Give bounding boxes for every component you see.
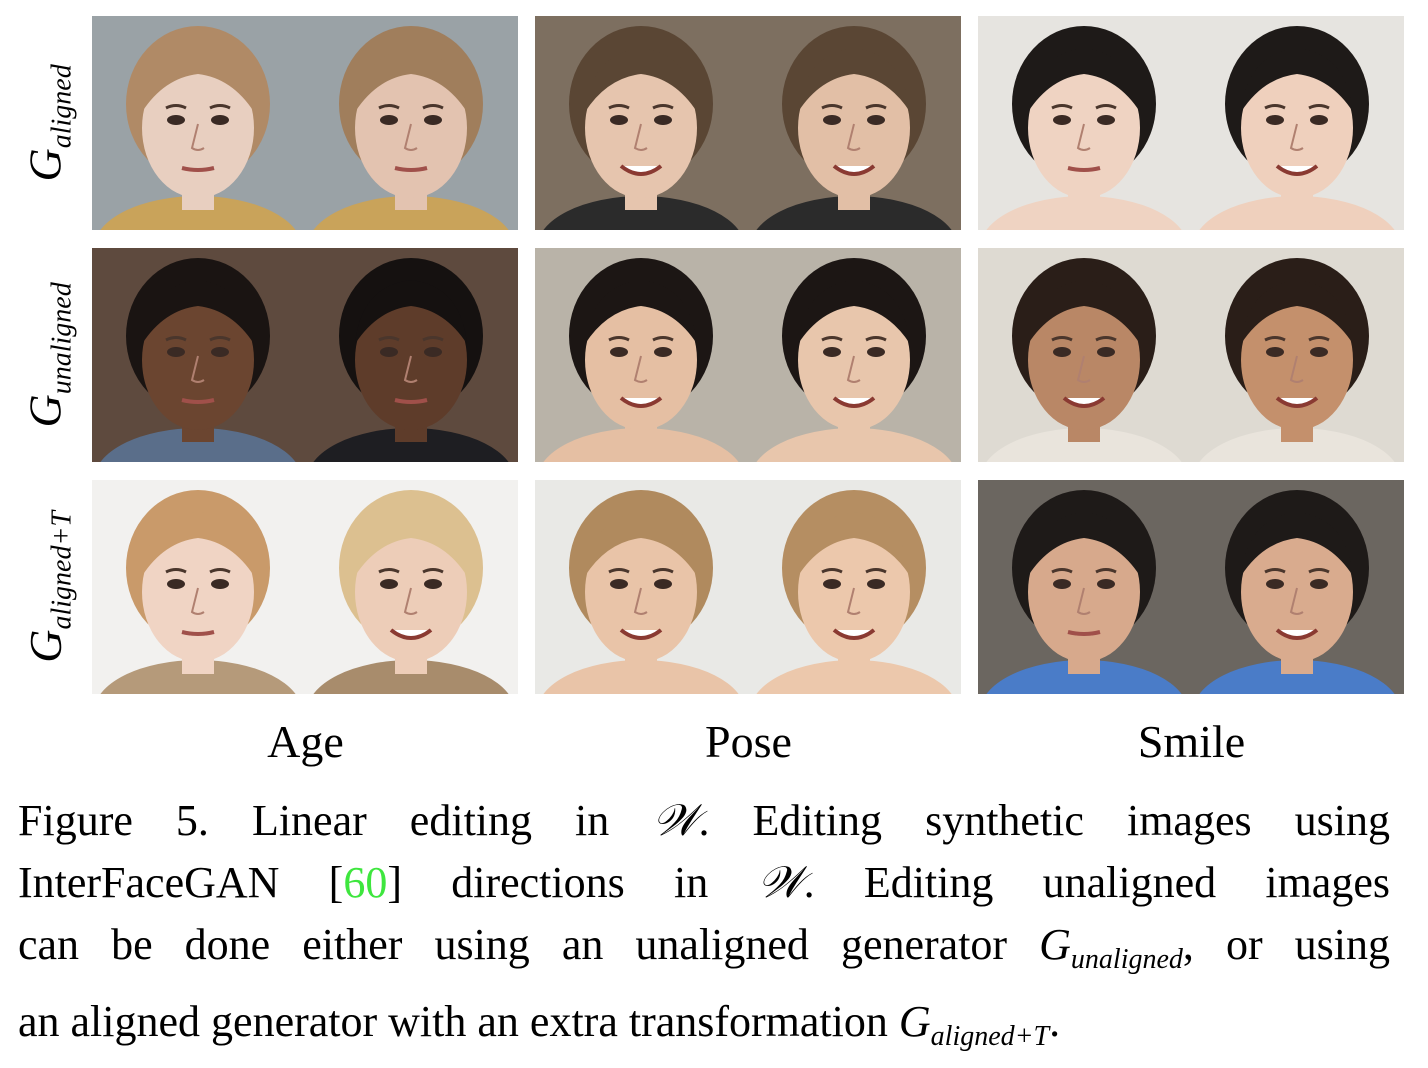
caption-line-2: InterFaceGAN [60] directions in 𝒲. Editi… — [18, 857, 1390, 908]
face-image — [978, 16, 1191, 230]
face-image — [978, 248, 1191, 462]
row-label-aligned: Galigned — [20, 64, 78, 182]
figure-caption: Figure 5. Linear editing in 𝒲. Editing s… — [18, 790, 1390, 1068]
face-image — [305, 16, 518, 230]
row-label-unaligned: Gunaligned — [20, 282, 78, 428]
caption-line-3: can be done either using an unaligned ge… — [18, 920, 1391, 975]
face-image — [748, 248, 961, 462]
column-label-age: Age — [267, 716, 344, 767]
face-image — [535, 480, 748, 694]
column-label-pose: Pose — [705, 716, 792, 767]
face-image — [305, 480, 518, 694]
face-image — [305, 248, 518, 462]
citation-link[interactable]: 60 — [343, 858, 388, 907]
row-label-aligned-t: Galigned+T — [20, 511, 78, 663]
face-image — [1191, 480, 1404, 694]
face-image — [1191, 248, 1404, 462]
face-image — [978, 480, 1191, 694]
face-image — [1191, 16, 1404, 230]
face-image — [535, 248, 748, 462]
caption-line-4: an aligned generator with an extra trans… — [18, 996, 1061, 1052]
face-image — [92, 480, 305, 694]
caption-line-1: Figure 5. Linear editing in 𝒲. Editing s… — [18, 795, 1390, 846]
column-label-smile: Smile — [1137, 716, 1246, 767]
face-image — [748, 480, 961, 694]
w-space-symbol: 𝒲 — [652, 795, 699, 846]
face-image — [92, 248, 305, 462]
face-image — [535, 16, 748, 230]
face-image — [92, 16, 305, 230]
face-image — [748, 16, 961, 230]
